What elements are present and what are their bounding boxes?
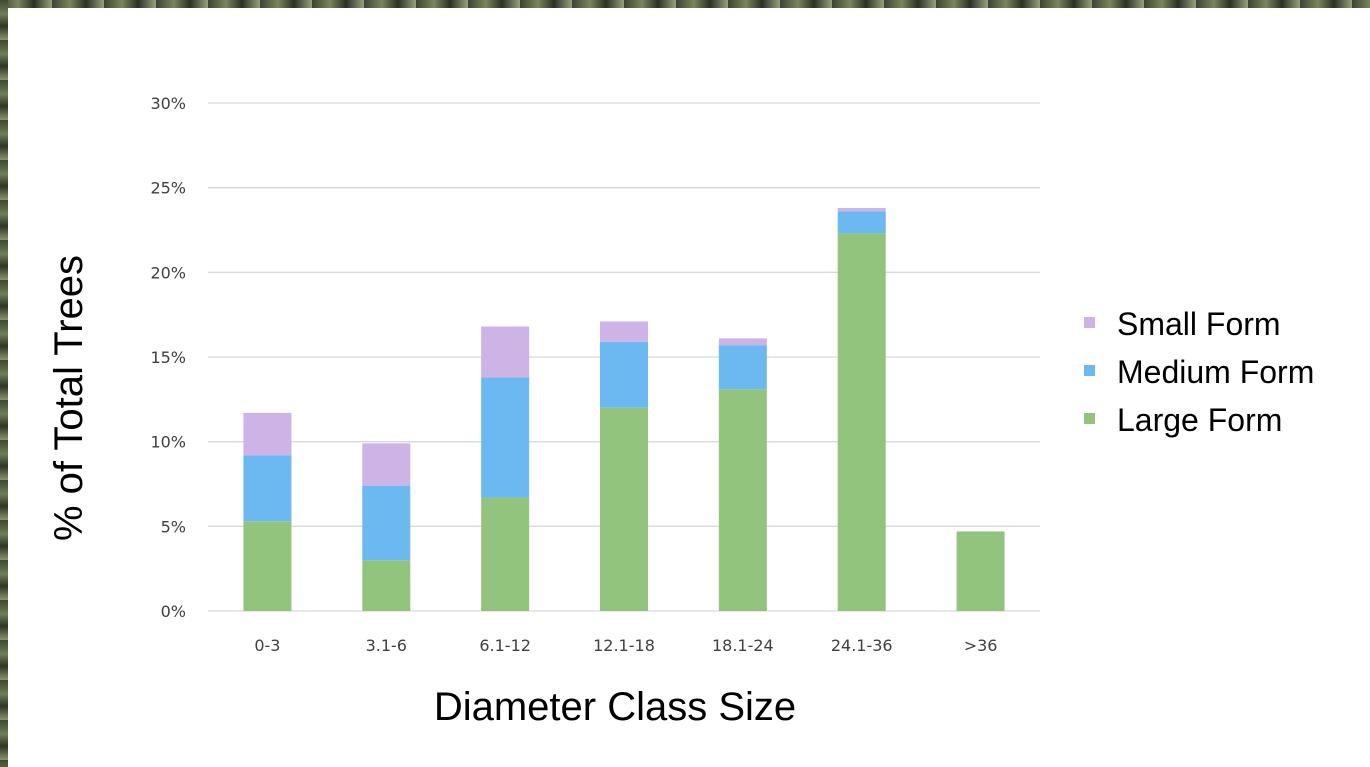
legend-swatch bbox=[1084, 365, 1095, 376]
bar-segment-small-form bbox=[481, 326, 530, 378]
y-axis-ticks: 0% 5% 10% 15% 20% 25% 30% bbox=[150, 94, 186, 621]
x-tick-label: 18.1-24 bbox=[712, 636, 774, 655]
legend-label: Medium Form bbox=[1117, 354, 1314, 390]
chart-panel bbox=[8, 8, 1370, 767]
bar-segment-small-form bbox=[837, 207, 886, 212]
y-tick-label: 25% bbox=[150, 179, 186, 198]
bar-segment-large-form bbox=[600, 407, 648, 611]
x-tick-label: 6.1-12 bbox=[479, 636, 531, 655]
legend-label: Large Form bbox=[1117, 402, 1282, 438]
bar-segment-small-form bbox=[718, 338, 767, 346]
bar-segment-medium-form bbox=[718, 345, 767, 390]
y-tick-label: 5% bbox=[161, 517, 186, 536]
x-tick-label: 0-3 bbox=[254, 636, 280, 655]
bar-segment-small-form bbox=[600, 321, 648, 342]
y-tick-label: 20% bbox=[150, 263, 186, 282]
legend-label: Small Form bbox=[1117, 306, 1281, 342]
y-tick-label: 15% bbox=[150, 348, 186, 367]
x-axis-title: Diameter Class Size bbox=[434, 685, 796, 729]
bar-segment-large-form bbox=[956, 531, 1005, 611]
y-tick-label: 10% bbox=[150, 433, 186, 452]
bar-segment-small-form bbox=[362, 443, 411, 486]
x-tick-label: 3.1-6 bbox=[366, 636, 407, 655]
x-tick-label: 24.1-36 bbox=[831, 636, 893, 655]
background-photo-edge-left bbox=[0, 0, 8, 767]
bar-segment-large-form bbox=[718, 389, 767, 611]
bar-segment-medium-form bbox=[362, 485, 411, 561]
bar-segment-medium-form bbox=[481, 377, 530, 498]
y-axis-title: % of Total Trees bbox=[47, 255, 91, 541]
legend-swatch bbox=[1084, 317, 1095, 328]
x-axis-ticks: 0-3 3.1-6 6.1-12 12.1-18 18.1-24 24.1-36 >36 bbox=[254, 636, 997, 655]
background-photo-edge-top bbox=[0, 0, 1370, 8]
bar-segment-large-form bbox=[243, 521, 292, 611]
bar-segment-medium-form bbox=[600, 341, 648, 408]
bar-segment-large-form bbox=[837, 233, 886, 612]
bar-segment-large-form bbox=[481, 497, 530, 611]
legend-swatch bbox=[1084, 413, 1095, 424]
bar-segment-medium-form bbox=[243, 455, 292, 522]
y-tick-label: 0% bbox=[161, 602, 186, 621]
y-tick-label: 30% bbox=[150, 94, 186, 113]
x-tick-label: >36 bbox=[964, 636, 998, 655]
legend: Small Form Medium Form Large Form bbox=[1084, 306, 1314, 438]
x-tick-label: 12.1-18 bbox=[593, 636, 655, 655]
bar-segment-small-form bbox=[243, 412, 292, 456]
bar-segment-large-form bbox=[362, 560, 411, 611]
bars bbox=[243, 207, 1005, 612]
bar-segment-medium-form bbox=[837, 211, 886, 234]
